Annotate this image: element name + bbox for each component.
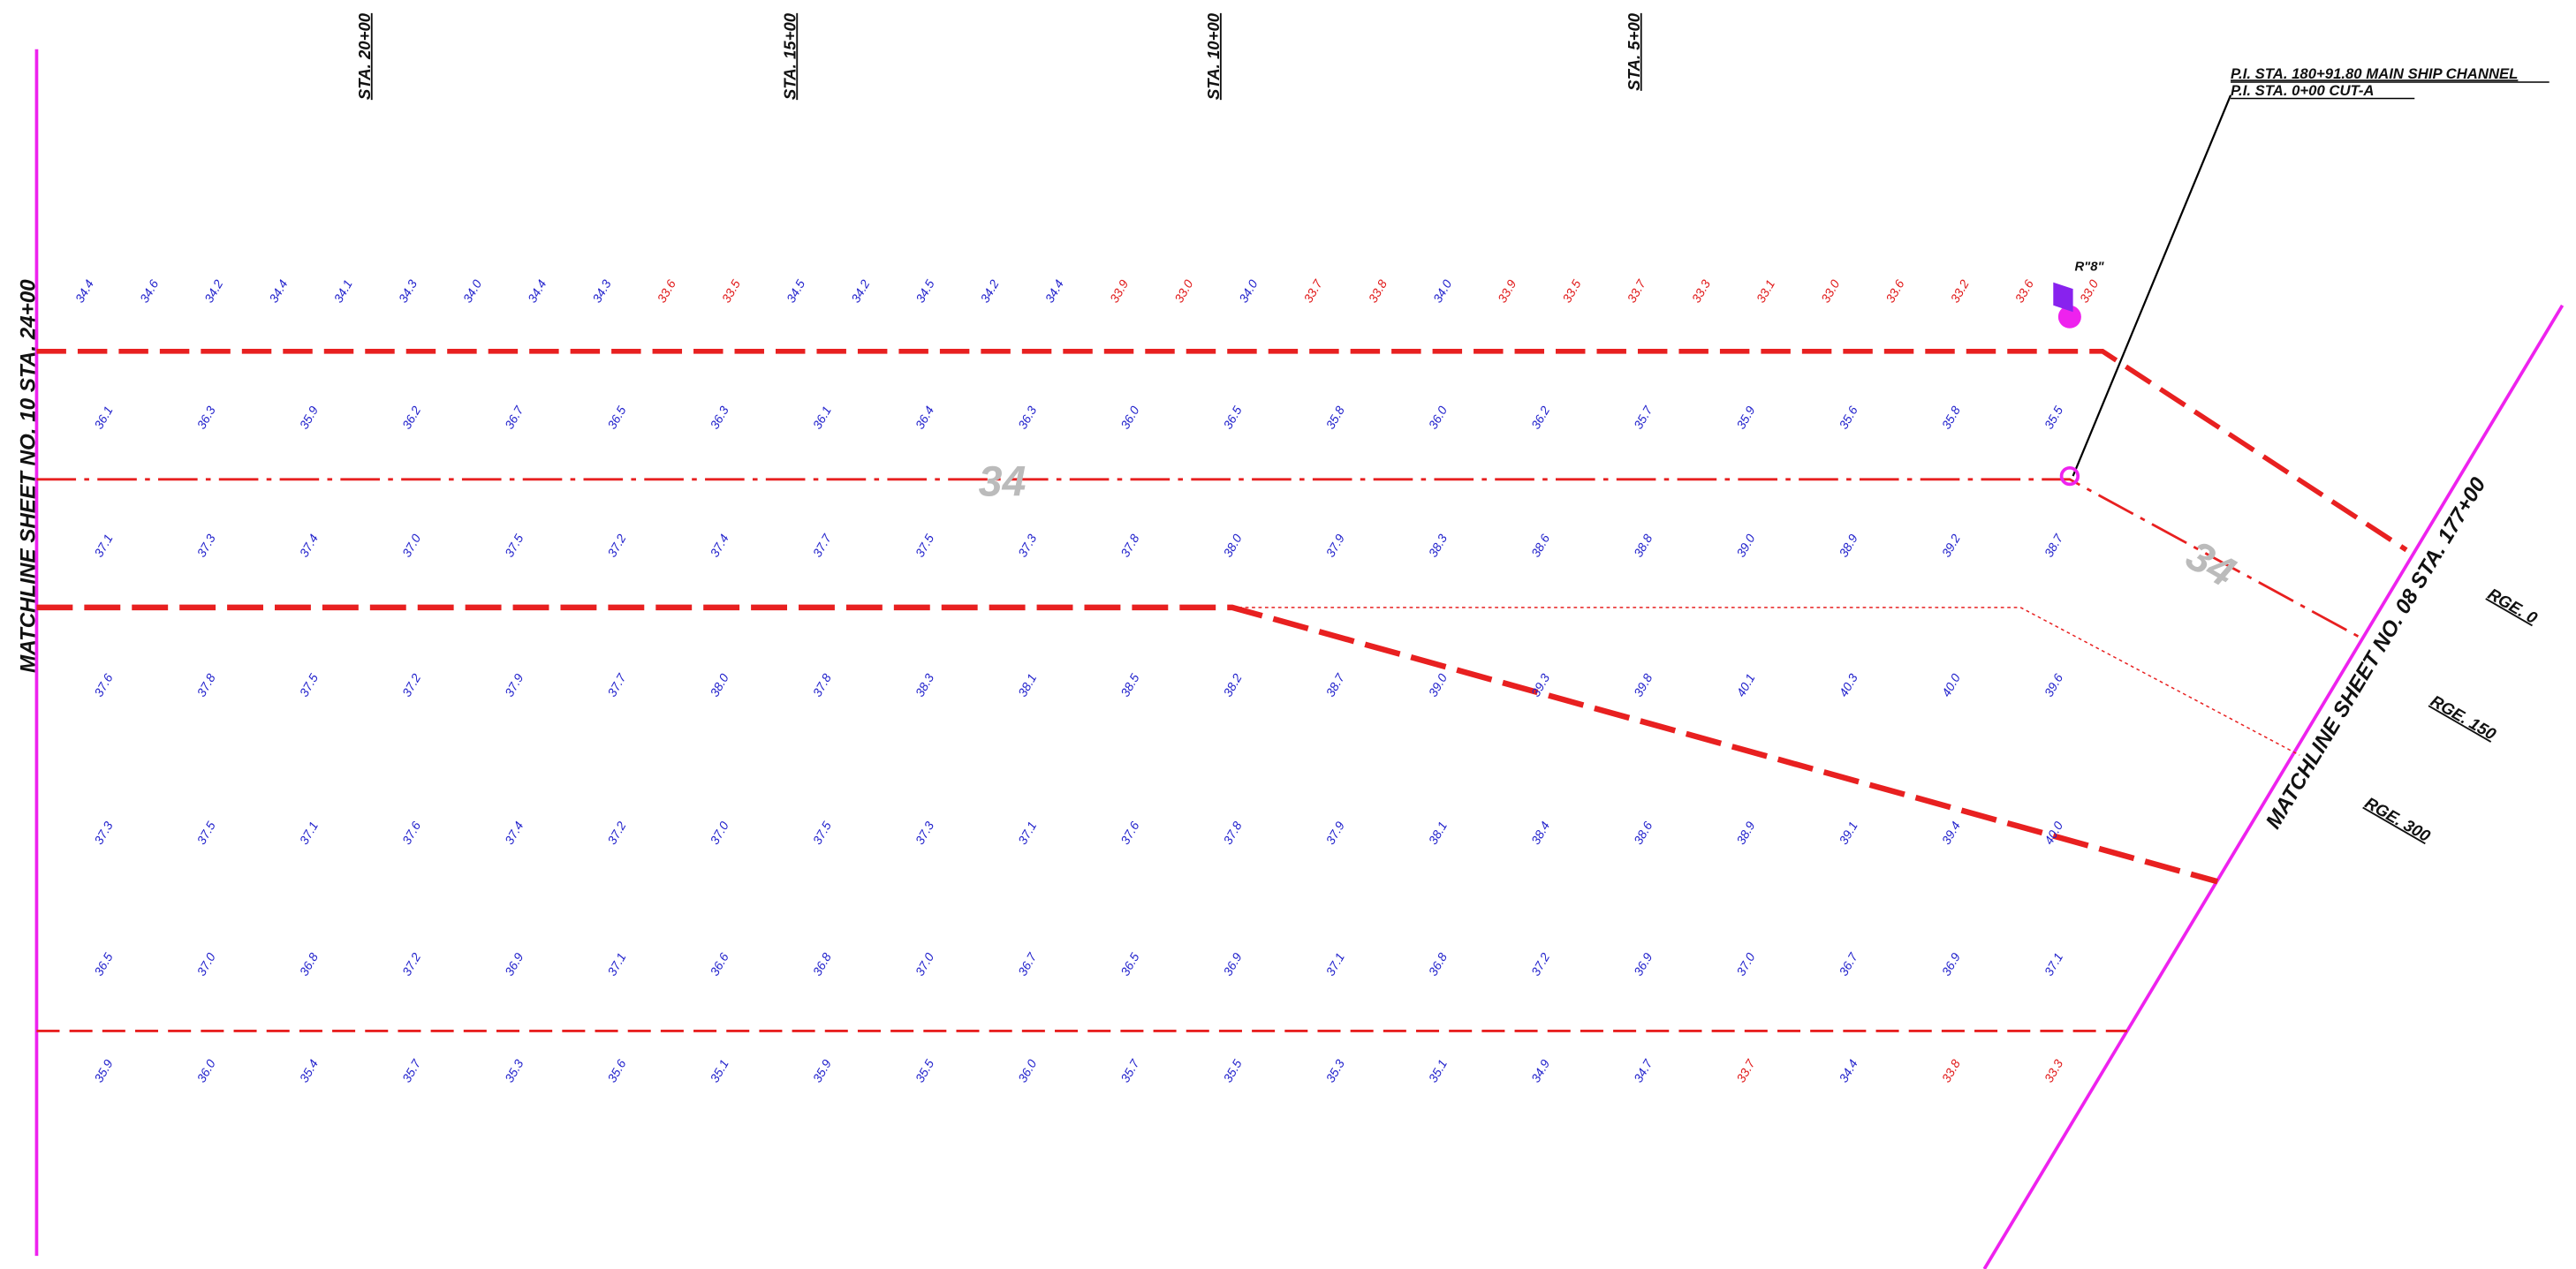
station-label: STA. 5+00 [1625,12,1643,91]
toe-line [1231,607,2300,756]
pi-label: P.I. STA. 180+91.80 MAIN SHIP CHANNEL [2231,65,2518,82]
station-label: STA. 20+00 [355,12,374,100]
station-label: STA. 15+00 [780,12,799,100]
marker-label: R"8" [2074,261,2104,275]
contour-label: 34 [979,457,1027,505]
channel-edge [36,349,2408,553]
matchline-label: MATCHLINE SHEET NO. 10 STA. 24+00 [17,279,41,673]
matchline-right [1982,304,2565,1269]
buoy-icon [2053,282,2073,313]
pi-marker [2059,465,2080,487]
centerline [36,478,2367,642]
leader-line [2072,94,2232,477]
pi-label: P.I. STA. 0+00 CUT-A [2231,82,2374,99]
station-label: STA. 10+00 [1204,12,1223,100]
pi-marker [2057,305,2081,329]
channel-lines [34,49,2565,1269]
